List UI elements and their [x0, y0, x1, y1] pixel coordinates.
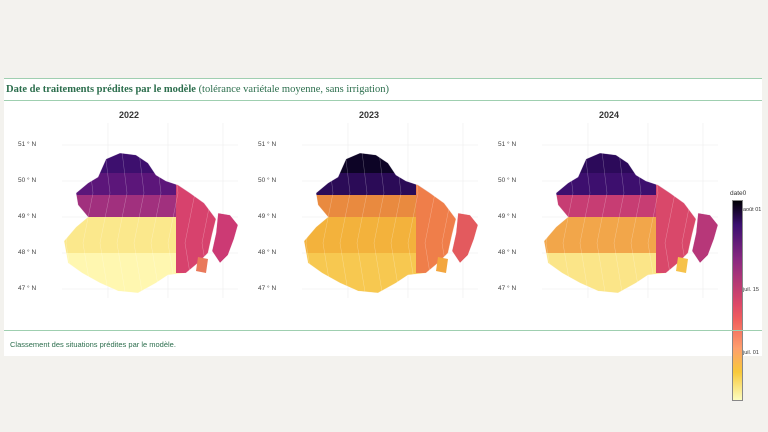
map-2024	[528, 123, 719, 298]
panel-title-2024: 2024	[598, 110, 620, 120]
region-band	[304, 153, 456, 173]
latitude-label: 49 ° N	[258, 213, 277, 220]
title-rule	[4, 100, 762, 101]
region-east	[656, 183, 696, 273]
legend-tick-label: juil. 01	[743, 349, 759, 356]
latitude-label: 47 ° N	[498, 285, 517, 292]
region-southeast	[676, 257, 688, 273]
region-eastern-strip	[451, 212, 479, 264]
caption-rule	[4, 330, 762, 331]
district-border	[65, 153, 77, 293]
panel-title-2022: 2022	[118, 110, 140, 120]
district-border	[373, 153, 385, 293]
district-border	[545, 153, 557, 293]
latitude-label: 50 ° N	[498, 177, 517, 184]
map-2023	[288, 123, 479, 298]
region-outline	[543, 152, 697, 294]
legend-tick-label: août 01	[743, 207, 762, 214]
latitude-label: 47 ° N	[18, 285, 37, 292]
region-band	[544, 153, 696, 173]
figure-caption: Classement des situations prédites par l…	[10, 340, 176, 349]
region-east	[176, 183, 216, 273]
region-band	[544, 253, 696, 293]
region-band	[64, 153, 216, 173]
region-eastern-strip	[691, 212, 719, 264]
map-2022	[48, 123, 239, 298]
region-band	[304, 253, 456, 293]
region-east	[416, 183, 456, 273]
district-border	[613, 153, 625, 293]
latitude-label: 50 ° N	[258, 177, 277, 184]
latitude-label: 48 ° N	[258, 249, 277, 256]
legend-title: date0	[730, 190, 747, 197]
latitude-label: 48 ° N	[498, 249, 517, 256]
region-eastern-strip	[211, 212, 239, 264]
panel-title-2023: 2023	[358, 110, 380, 120]
district-border	[579, 153, 591, 293]
latitude-label: 49 ° N	[18, 213, 37, 220]
latitude-label: 50 ° N	[18, 177, 37, 184]
legend-tick-label: juil. 15	[743, 287, 759, 294]
latitude-label: 51 ° N	[498, 141, 517, 148]
latitude-label: 49 ° N	[498, 213, 517, 220]
region-southeast	[436, 257, 448, 273]
district-border	[339, 153, 351, 293]
region-outline	[303, 152, 457, 294]
latitude-label: 51 ° N	[18, 141, 37, 148]
latitude-label: 47 ° N	[258, 285, 277, 292]
district-border	[133, 153, 145, 293]
region-southeast	[196, 257, 208, 273]
latitude-label: 51 ° N	[258, 141, 277, 148]
district-border	[596, 153, 608, 293]
region-band	[64, 253, 216, 293]
district-border	[305, 153, 317, 293]
choropleth-map	[62, 123, 239, 298]
district-border	[99, 153, 111, 293]
chart-card: Date de traitements prédites par le modè…	[4, 78, 762, 401]
district-border	[116, 153, 128, 293]
choropleth-map	[302, 123, 479, 298]
legend-colorbar	[732, 200, 743, 401]
latitude-label: 48 ° N	[18, 249, 37, 256]
district-border	[356, 153, 368, 293]
choropleth-map	[542, 123, 719, 298]
top-rule	[4, 78, 762, 79]
region-outline	[63, 152, 217, 294]
figure-title: Date de traitements prédites par le modè…	[6, 84, 389, 95]
